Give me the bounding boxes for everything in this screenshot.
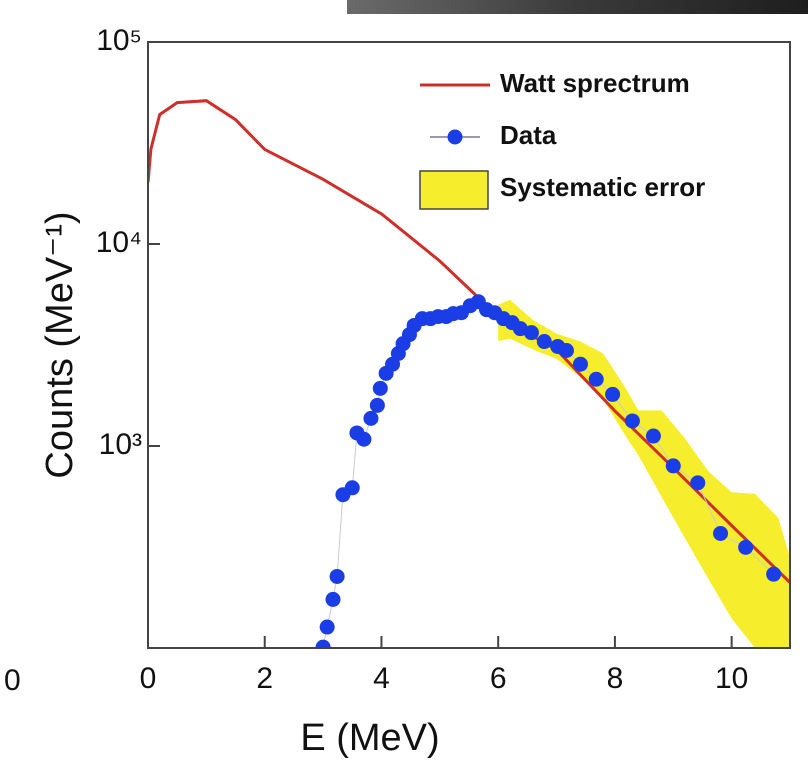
x-tick-label: 2: [256, 662, 273, 695]
data-point: [319, 619, 335, 635]
data-point: [588, 371, 604, 387]
data-point: [363, 410, 379, 426]
legend: Watt sprectrum Data Systematic error: [419, 68, 705, 210]
data-point: [766, 566, 782, 582]
x-tick-label: 0: [140, 662, 157, 695]
plot-frame: [147, 41, 791, 649]
data-point: [605, 386, 621, 402]
data-point: [369, 397, 385, 413]
data-point: [738, 539, 754, 555]
data-point: [536, 334, 552, 350]
legend-swatch: [419, 170, 489, 210]
data-point: [572, 356, 588, 372]
x-tick-label: 10: [715, 662, 748, 695]
data-point: [325, 591, 341, 607]
data-point: [713, 525, 729, 541]
x-tick-label: 6: [490, 662, 507, 695]
legend-marker: [447, 129, 463, 145]
y-tick-label: 10³: [99, 428, 142, 461]
plot-area: [148, 99, 790, 648]
axes: 0 2 4 6 8 10 10³ 10⁴ 10⁵: [96, 24, 749, 695]
data-point: [645, 428, 661, 444]
curve: [148, 99, 790, 584]
data-point: [315, 639, 331, 648]
data-point: [344, 480, 360, 496]
edge-label: 0: [4, 664, 21, 697]
data-point: [523, 325, 539, 341]
legend-label: Watt sprectrum: [500, 68, 690, 98]
legend-label: Systematic error: [500, 172, 705, 202]
data-point: [329, 568, 345, 584]
data-point: [624, 413, 640, 429]
data-point: [372, 380, 388, 396]
data-point: [690, 475, 706, 491]
data-point: [558, 343, 574, 359]
error-band: [498, 299, 790, 648]
data-point: [665, 458, 681, 474]
x-axis-title: E (MeV): [300, 717, 439, 759]
y-tick-label: 10⁴: [96, 226, 142, 259]
x-tick-label: 8: [607, 662, 624, 695]
y-axis-title: Counts (MeV⁻¹): [39, 211, 81, 478]
data-point: [356, 431, 372, 447]
y-tick-label: 10⁵: [96, 24, 142, 57]
photo-strip: [347, 0, 808, 14]
x-tick-label: 4: [373, 662, 390, 695]
legend-label: Data: [500, 120, 557, 150]
